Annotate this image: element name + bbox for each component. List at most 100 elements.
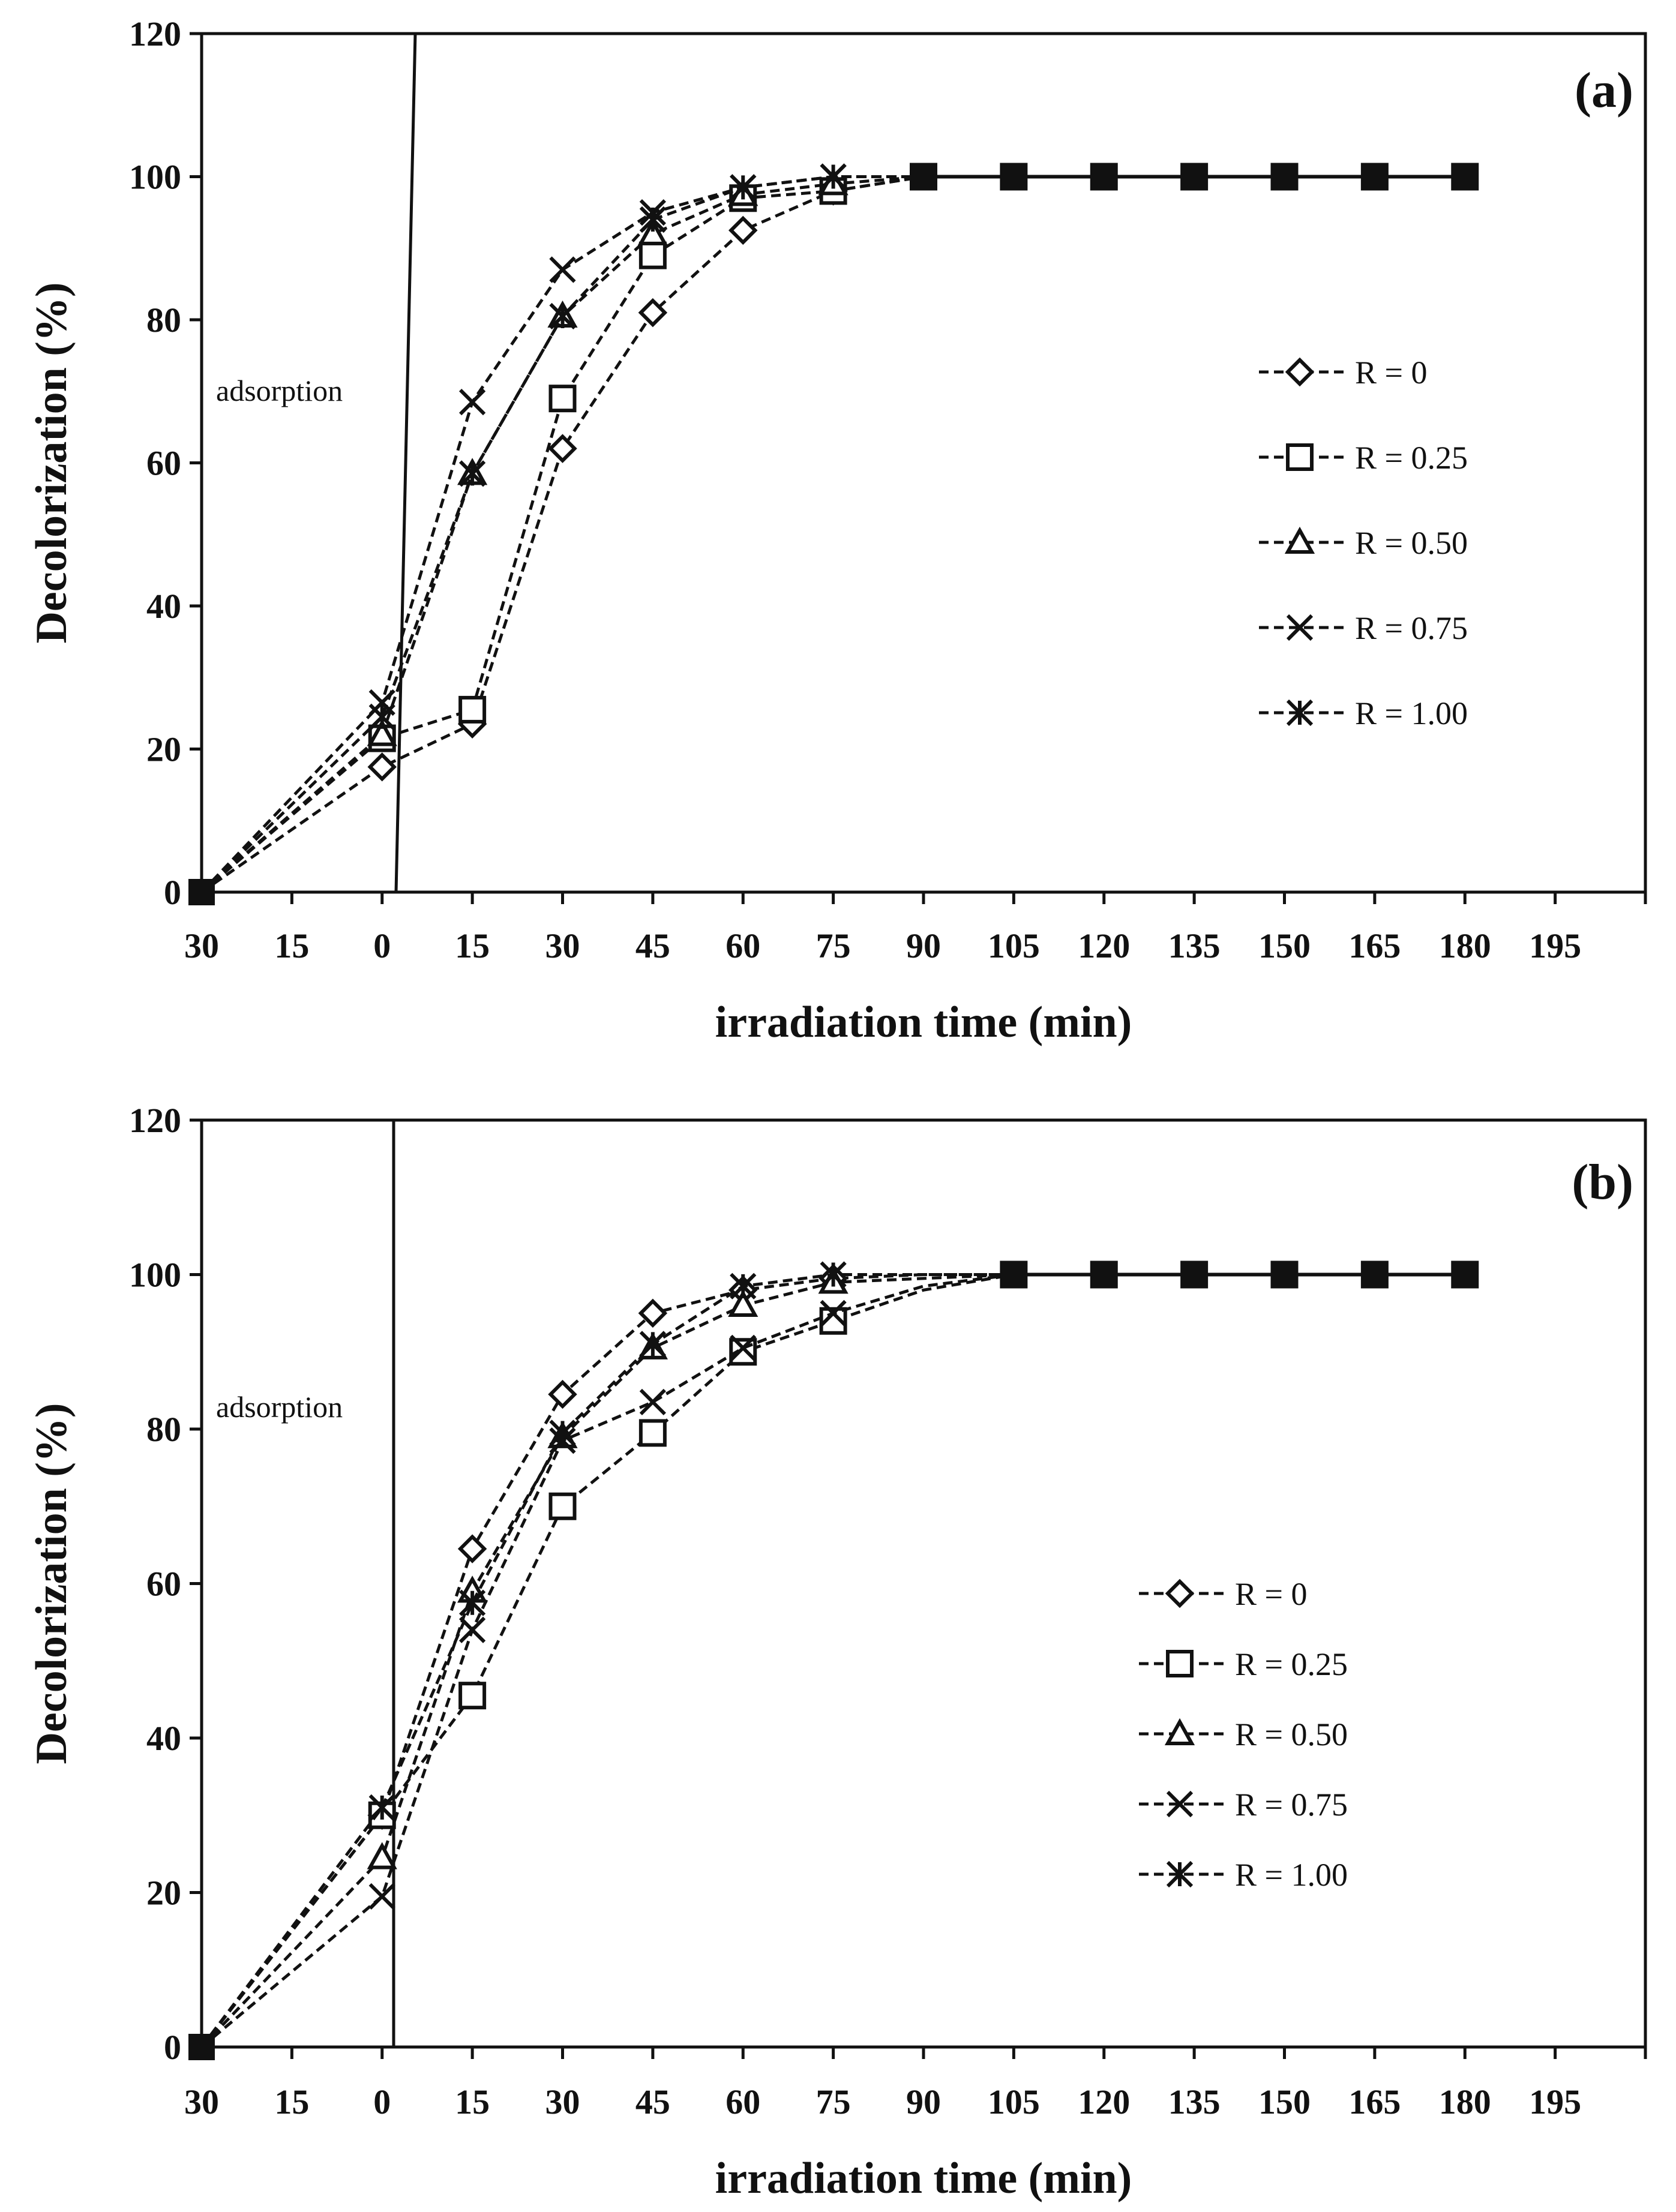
data-point bbox=[728, 1289, 758, 1317]
x-tick-label: 165 bbox=[1348, 926, 1401, 965]
x-tick-label: 195 bbox=[1529, 926, 1581, 965]
data-point bbox=[639, 206, 667, 233]
x-tick-label: 15 bbox=[274, 2082, 309, 2121]
legend-label: R = 0.75 bbox=[1235, 1787, 1348, 1823]
y-tick-label: 40 bbox=[146, 587, 181, 626]
data-point bbox=[548, 1492, 577, 1520]
data-point bbox=[1090, 163, 1118, 191]
y-axis-label: Decolorization (%) bbox=[27, 282, 76, 643]
x-tick-label: 105 bbox=[988, 926, 1040, 965]
data-point bbox=[638, 1419, 667, 1447]
x-tick-label: 90 bbox=[906, 926, 941, 965]
y-tick-label: 60 bbox=[146, 444, 181, 483]
adsorption-annotation: adsorption bbox=[216, 1390, 343, 1424]
legend-entry: R = 0 bbox=[1259, 355, 1427, 391]
data-point bbox=[1180, 163, 1209, 191]
x-tick-label: 45 bbox=[635, 926, 670, 965]
legend-entry: R = 0.50 bbox=[1139, 1716, 1348, 1752]
data-point bbox=[639, 1331, 667, 1358]
data-point bbox=[1451, 1260, 1479, 1289]
legend-label: R = 1.00 bbox=[1235, 1857, 1348, 1893]
data-point bbox=[458, 695, 487, 724]
data-point bbox=[368, 1883, 395, 1910]
legend-entry: R = 1.00 bbox=[1259, 695, 1468, 731]
legend: R = 0 R = 0.25 R = 0.50 R = 0.75 R = 1.00 bbox=[1259, 355, 1468, 731]
series-2 bbox=[200, 168, 1465, 893]
x-tick-label: 0 bbox=[373, 2082, 391, 2121]
data-point bbox=[459, 389, 486, 416]
x-tick-label: 15 bbox=[274, 926, 309, 965]
panel-label: (a) bbox=[1575, 62, 1633, 118]
legend-label: R = 0.50 bbox=[1355, 525, 1468, 561]
series-line bbox=[200, 175, 1465, 893]
y-tick-label: 100 bbox=[129, 1256, 181, 1295]
x-tick-label: 135 bbox=[1168, 2082, 1221, 2121]
y-axis-label: Decolorization (%) bbox=[27, 1403, 76, 1764]
data-point bbox=[549, 1419, 576, 1446]
adsorption-annotation: adsorption bbox=[216, 374, 343, 407]
panel-label: (b) bbox=[1572, 1154, 1633, 1210]
x-tick-label: 120 bbox=[1078, 926, 1130, 965]
data-point bbox=[730, 1272, 757, 1299]
data-point bbox=[728, 215, 758, 245]
data-point bbox=[548, 1379, 577, 1409]
data-point bbox=[188, 879, 215, 905]
legend-marker bbox=[1285, 357, 1315, 387]
series-line bbox=[200, 1273, 1465, 2048]
plot-frame bbox=[200, 1118, 1647, 2049]
data-point bbox=[1000, 1260, 1028, 1289]
x-tick-label: 30 bbox=[545, 2082, 580, 2121]
data-point bbox=[730, 1334, 757, 1361]
data-point bbox=[638, 241, 667, 269]
data-point bbox=[1451, 163, 1479, 191]
legend-label: R = 0 bbox=[1235, 1576, 1307, 1612]
x-tick-label: 150 bbox=[1258, 2082, 1311, 2121]
legend-entry: R = 0.25 bbox=[1259, 440, 1468, 476]
data-point bbox=[730, 174, 757, 201]
legend-entry: R = 1.00 bbox=[1139, 1857, 1348, 1893]
legend-label: R = 1.00 bbox=[1355, 695, 1468, 731]
x-tick-label: 75 bbox=[816, 2082, 851, 2121]
data-point bbox=[1180, 1260, 1209, 1289]
legend-marker bbox=[1165, 1578, 1195, 1608]
data-point bbox=[1360, 1260, 1389, 1289]
y-tick-label: 80 bbox=[146, 1410, 181, 1449]
x-tick-label: 180 bbox=[1439, 2082, 1491, 2121]
data-point bbox=[1000, 163, 1028, 191]
adsorption-divider bbox=[394, 33, 417, 893]
data-point bbox=[638, 1298, 668, 1328]
x-tick-label: 120 bbox=[1078, 2082, 1130, 2121]
data-point bbox=[459, 1589, 486, 1616]
y-tick-label: 100 bbox=[129, 158, 181, 197]
data-point bbox=[1090, 1260, 1118, 1289]
series-3 bbox=[200, 163, 1465, 893]
series-0 bbox=[200, 1263, 1465, 2048]
legend-label: R = 0.75 bbox=[1355, 610, 1468, 646]
data-point bbox=[549, 302, 576, 330]
legend-marker bbox=[1166, 1650, 1194, 1677]
legend-label: R = 0.25 bbox=[1355, 440, 1468, 476]
y-tick-label: 120 bbox=[129, 1101, 181, 1140]
data-point bbox=[820, 163, 847, 190]
x-tick-label: 180 bbox=[1439, 926, 1491, 965]
x-tick-label: 135 bbox=[1168, 926, 1221, 965]
x-tick-label: 60 bbox=[725, 2082, 760, 2121]
legend-marker bbox=[1284, 526, 1315, 554]
x-tick-label: 60 bbox=[725, 926, 760, 965]
data-point bbox=[639, 1388, 667, 1416]
x-tick-label: 30 bbox=[184, 2082, 219, 2121]
data-point bbox=[367, 719, 397, 746]
legend-marker bbox=[1166, 1860, 1194, 1888]
legend-label: R = 0 bbox=[1355, 355, 1427, 391]
data-point bbox=[368, 1794, 395, 1821]
x-tick-label: 105 bbox=[988, 2082, 1040, 2121]
data-point bbox=[1270, 163, 1299, 191]
legend-marker bbox=[1286, 699, 1314, 727]
y-tick-label: 20 bbox=[146, 730, 181, 769]
legend-label: R = 0.50 bbox=[1235, 1716, 1348, 1752]
y-tick-label: 80 bbox=[146, 301, 181, 340]
